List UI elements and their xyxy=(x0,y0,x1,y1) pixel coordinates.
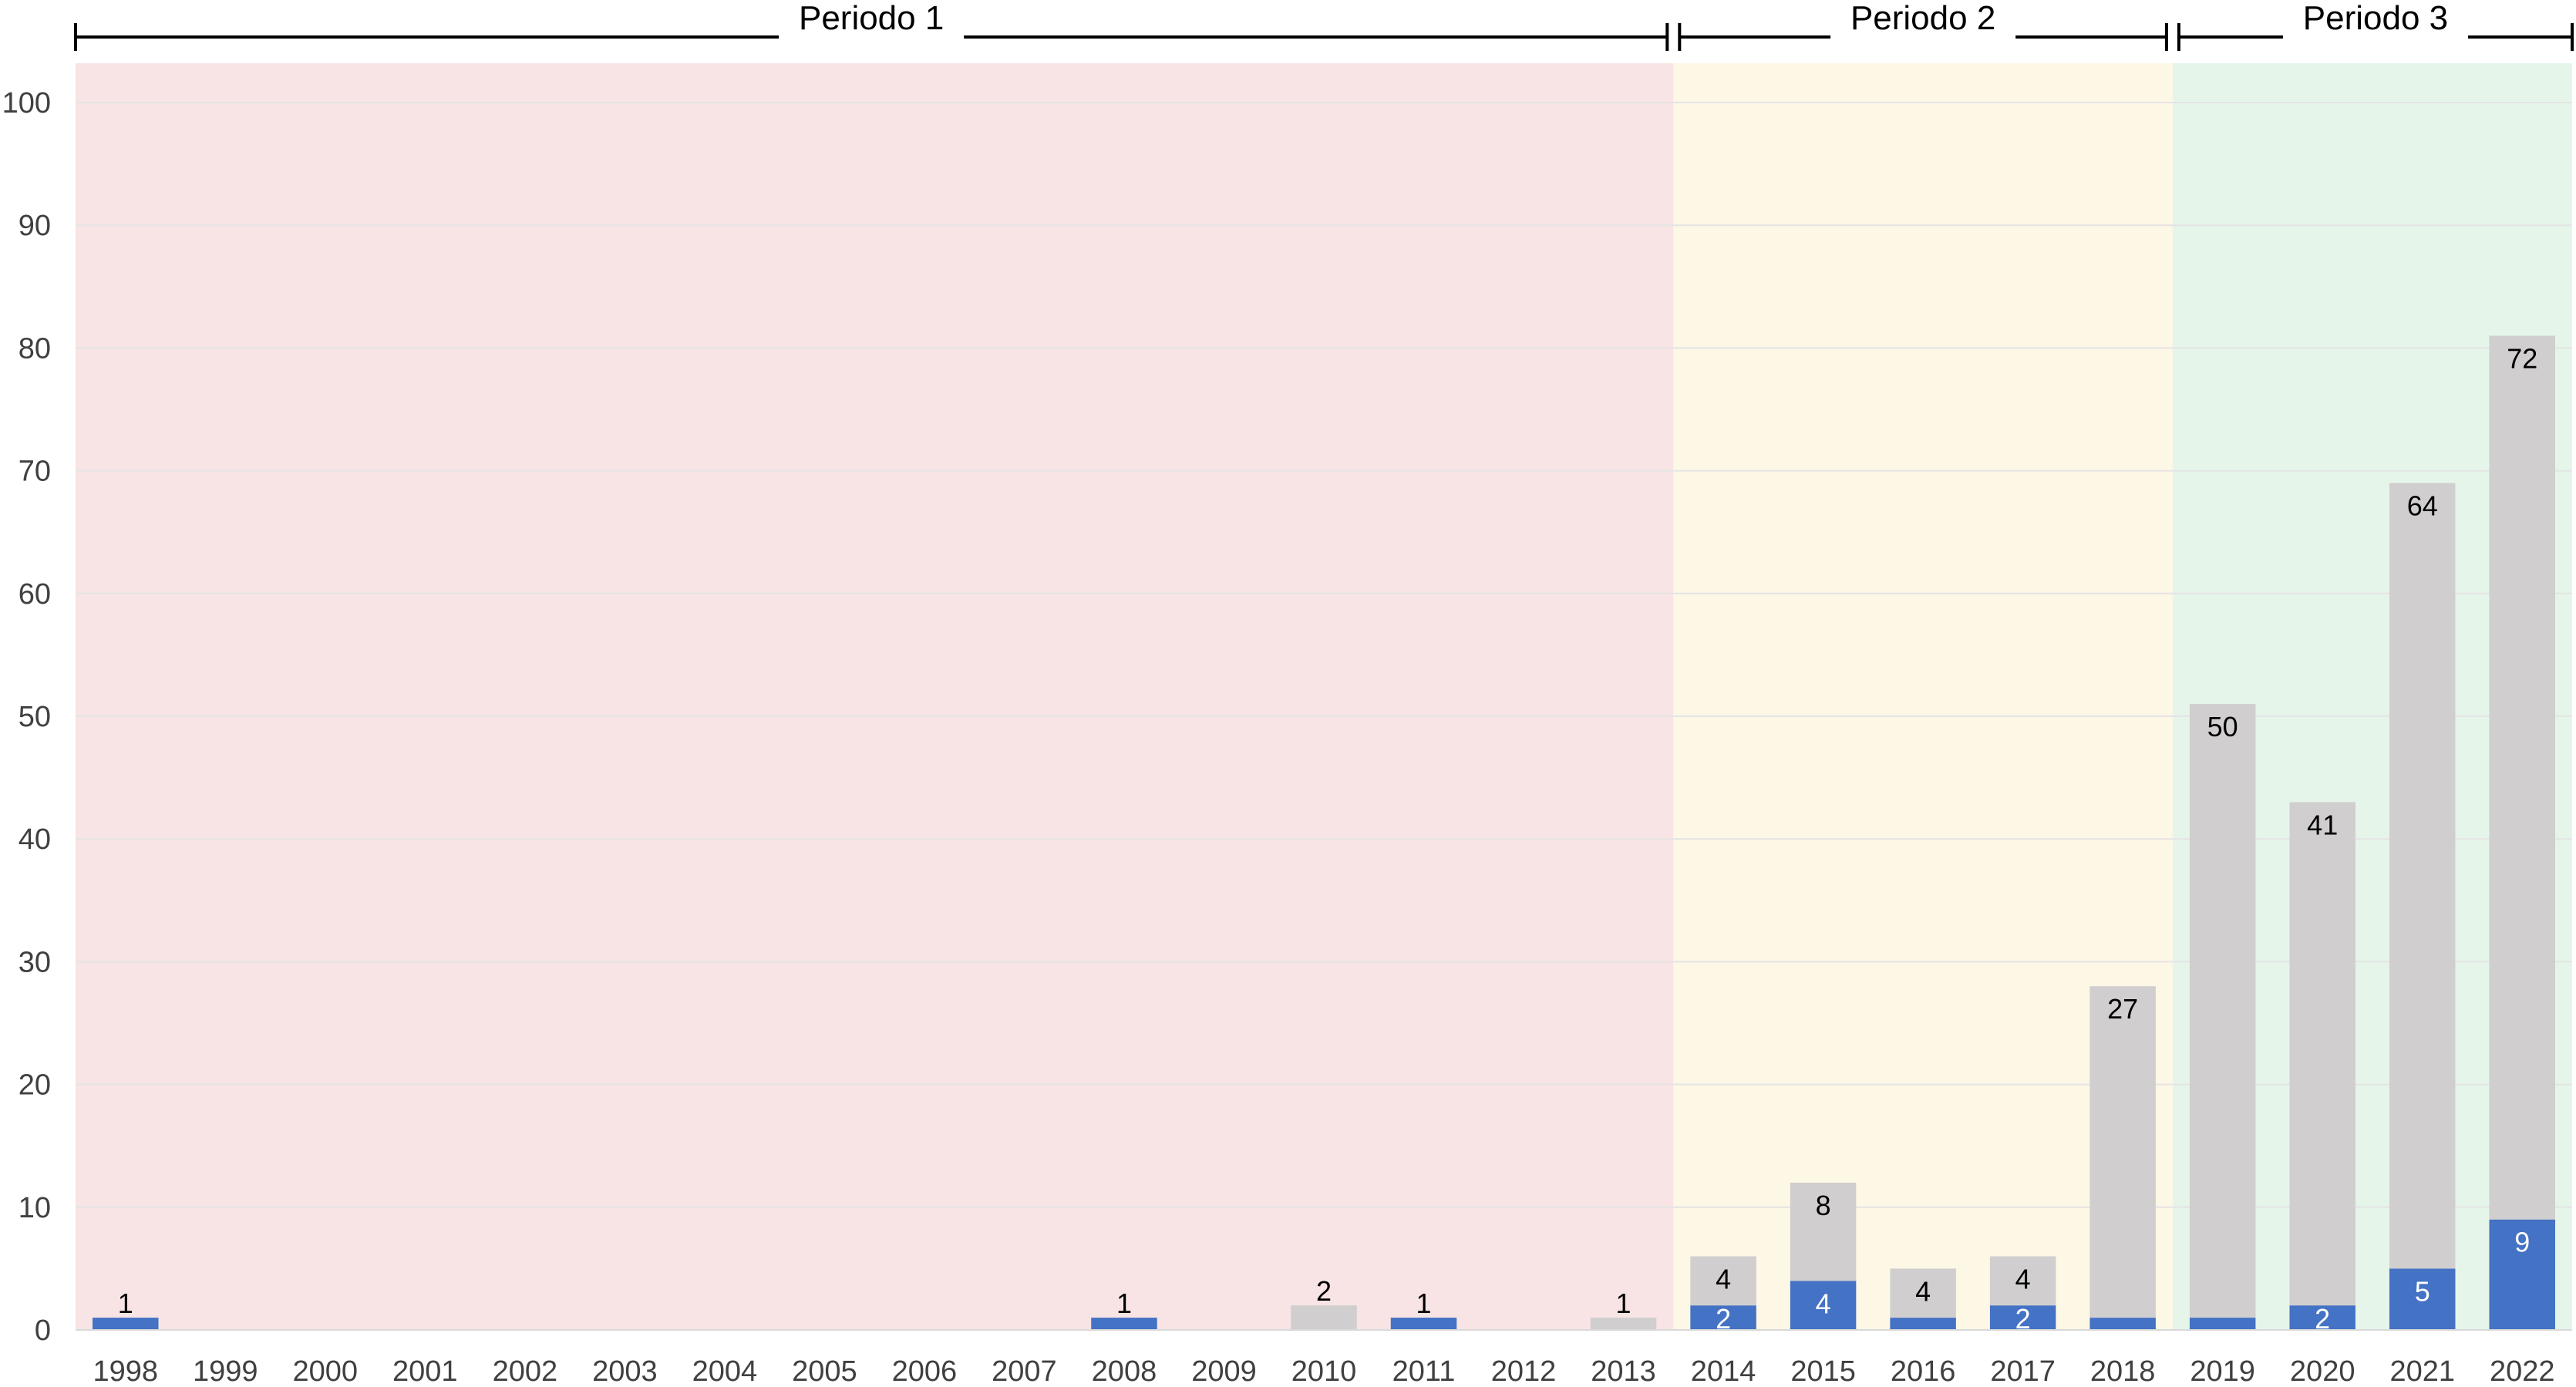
data-label-2014-s2: 4 xyxy=(1716,1263,1731,1294)
x-tick-label-2015: 2015 xyxy=(1790,1355,1856,1387)
bar-segment-2013-s2 xyxy=(1590,1318,1657,1330)
bar-segment-2014-s1 xyxy=(1690,1305,1756,1330)
x-tick-label-2001: 2001 xyxy=(392,1355,458,1387)
data-label-2017-s2: 4 xyxy=(2015,1263,2031,1294)
y-axis: 0 10 20 30 40 50 60 70 80 90 100 xyxy=(2,87,51,1347)
bar-segment-2017-s1 xyxy=(1989,1305,2056,1330)
period-label-bg xyxy=(2282,0,2468,46)
x-tick-label-2007: 2007 xyxy=(992,1355,1057,1387)
bar-segment-2008-s1 xyxy=(1091,1318,1157,1330)
x-tick-label-1999: 1999 xyxy=(193,1355,258,1387)
data-label-2016-s2: 4 xyxy=(1915,1275,1931,1307)
x-tick-label-1998: 1998 xyxy=(93,1355,158,1387)
period-brackets: Periodo 1 Periodo 2 Periodo 3 xyxy=(74,0,2574,51)
y-tick-label: 80 xyxy=(19,332,51,365)
data-label-1998-s1: 1 xyxy=(118,1288,133,1319)
x-tick-label-2020: 2020 xyxy=(2290,1355,2355,1387)
period-label-1: Periodo 1 xyxy=(799,0,944,37)
data-label-2022-s2: 72 xyxy=(2507,342,2537,374)
x-tick-label-2017: 2017 xyxy=(1990,1355,2056,1387)
x-tick-label-2022: 2022 xyxy=(2490,1355,2555,1387)
x-tick-label-2014: 2014 xyxy=(1691,1355,1756,1387)
x-axis: 1998 1999 2000 2001 2002 2003 2004 2005 2006 2007… xyxy=(76,1329,2572,1387)
x-tick-label-2018: 2018 xyxy=(2090,1355,2156,1387)
bar-segment-2016-s2 xyxy=(1890,1268,1956,1318)
period-bands xyxy=(76,63,2572,1330)
x-tick-label-2012: 2012 xyxy=(1491,1355,1557,1387)
y-tick-label: 0 xyxy=(35,1315,51,1347)
data-label-2017-s1: 2 xyxy=(2015,1303,2031,1335)
y-tick-label: 60 xyxy=(19,578,51,611)
bar-segment-2014-s2 xyxy=(1690,1256,1756,1306)
data-label-2014-s1: 2 xyxy=(1716,1303,1731,1335)
x-tick-label-2009: 2009 xyxy=(1191,1355,1257,1387)
bar-segment-2021-s1 xyxy=(2389,1268,2456,1330)
bar-segment-2011-s1 xyxy=(1390,1318,1457,1330)
x-tick-label-2021: 2021 xyxy=(2389,1355,2455,1387)
data-label-2015-s1: 4 xyxy=(1816,1288,1831,1319)
bars: 1121124481424127150241564972 xyxy=(93,335,2555,1335)
bar-segment-2020-s1 xyxy=(2289,1305,2355,1330)
bar-segment-2018-s2 xyxy=(2089,986,2156,1318)
y-tick-label: 20 xyxy=(19,1069,51,1102)
x-tick-label-2006: 2006 xyxy=(892,1355,958,1387)
data-label-2018-s2: 27 xyxy=(2107,993,2138,1025)
bar-segment-2017-s2 xyxy=(1989,1256,2056,1306)
y-tick-label: 90 xyxy=(19,210,51,242)
x-tick-label-2008: 2008 xyxy=(1092,1355,1157,1387)
data-label-2008-s1: 1 xyxy=(1116,1288,1132,1319)
data-label-2010-s2: 2 xyxy=(1316,1275,1332,1307)
bar-segment-2021-s2 xyxy=(2389,483,2456,1269)
data-label-2020-s1: 2 xyxy=(2315,1303,2330,1335)
x-tick-label-2010: 2010 xyxy=(1291,1355,1357,1387)
data-label-2015-s2: 8 xyxy=(1816,1190,1831,1221)
bar-segment-1998-s1 xyxy=(93,1318,159,1330)
y-tick-label: 100 xyxy=(2,87,51,120)
bar-segment-2019-s1 xyxy=(2189,1318,2256,1330)
bar-segment-2019-s2 xyxy=(2189,704,2256,1318)
data-label-2011-s1: 1 xyxy=(1416,1288,1432,1319)
x-tick-label-2004: 2004 xyxy=(692,1355,758,1387)
data-label-2021-s1: 5 xyxy=(2415,1275,2430,1307)
data-label-2022-s1: 9 xyxy=(2514,1227,2530,1258)
period-label-2: Periodo 2 xyxy=(1850,0,1995,37)
bar-segment-2010-s2 xyxy=(1291,1305,1357,1330)
y-tick-label: 10 xyxy=(19,1192,51,1224)
gridlines xyxy=(76,102,2572,1331)
period-band-1 xyxy=(76,63,1674,1330)
x-tick-label-2013: 2013 xyxy=(1591,1355,1656,1387)
x-tick-label-2019: 2019 xyxy=(2190,1355,2255,1387)
bar-segment-2022-s2 xyxy=(2489,335,2555,1220)
bar-segment-2016-s1 xyxy=(1890,1318,1956,1330)
x-tick-label-2011: 2011 xyxy=(1392,1355,1456,1387)
x-tick-label-2005: 2005 xyxy=(792,1355,857,1387)
bar-segment-2018-s1 xyxy=(2089,1318,2156,1330)
y-tick-label: 40 xyxy=(19,823,51,856)
period-band-2 xyxy=(1673,63,2173,1330)
y-tick-label: 70 xyxy=(19,456,51,488)
data-label-2019-s2: 50 xyxy=(2207,711,2238,742)
y-tick-label: 50 xyxy=(19,701,51,733)
bar-segment-2020-s2 xyxy=(2289,802,2355,1306)
period-label-bg xyxy=(779,0,965,46)
y-tick-label: 30 xyxy=(19,946,51,978)
x-tick-label-2016: 2016 xyxy=(1891,1355,1956,1387)
x-tick-label-2002: 2002 xyxy=(493,1355,558,1387)
data-label-2013-s2: 1 xyxy=(1616,1288,1631,1319)
x-tick-label-2003: 2003 xyxy=(592,1355,658,1387)
period-label-3: Periodo 3 xyxy=(2303,0,2448,37)
bar-segment-2022-s1 xyxy=(2489,1219,2555,1330)
period-label-bg xyxy=(1830,0,2016,46)
x-tick-label-2000: 2000 xyxy=(293,1355,359,1387)
bar-segment-2015-s1 xyxy=(1790,1281,1857,1330)
bar-segment-2015-s2 xyxy=(1790,1182,1857,1281)
data-label-2021-s2: 64 xyxy=(2407,490,2438,522)
data-label-2020-s2: 41 xyxy=(2307,809,2338,840)
